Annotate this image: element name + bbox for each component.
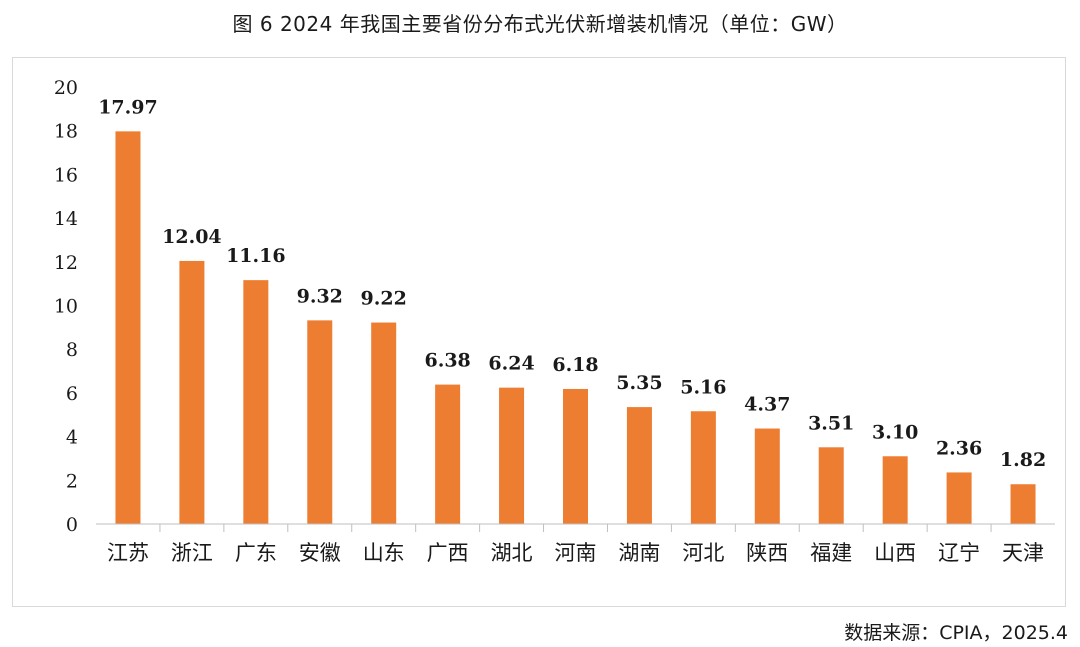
bar	[882, 456, 908, 524]
bar	[1010, 484, 1036, 524]
bar	[243, 280, 269, 524]
bar-value-label: 5.35	[616, 372, 662, 394]
bar	[626, 407, 652, 524]
bar	[818, 447, 844, 524]
bar-value-label: 4.37	[744, 394, 790, 416]
bar-value-label: 17.97	[98, 96, 158, 118]
x-tick-label: 广西	[427, 541, 469, 565]
x-tick-label: 江苏	[107, 541, 149, 565]
bar	[371, 322, 397, 524]
y-tick-label: 2	[66, 470, 78, 492]
x-tick-label: 河北	[682, 541, 724, 565]
chart-frame	[12, 57, 1066, 607]
bar	[435, 384, 461, 524]
bar	[563, 388, 588, 524]
bar-value-label: 12.04	[162, 226, 222, 248]
y-tick-label: 10	[54, 296, 78, 318]
y-tick-label: 0	[66, 514, 78, 536]
bar	[115, 131, 141, 524]
y-tick-label: 4	[66, 427, 78, 449]
y-tick-label: 16	[54, 164, 78, 186]
x-tick-label: 浙江	[171, 541, 213, 565]
x-tick-label: 福建	[810, 541, 852, 565]
bars	[115, 131, 1036, 524]
x-tick-label: 广东	[235, 541, 277, 565]
x-tick-label: 山西	[874, 541, 916, 565]
source-note: 数据来源：CPIA，2025.4	[844, 622, 1068, 644]
bar-value-label: 6.24	[488, 353, 534, 375]
bar-value-label: 2.36	[936, 437, 982, 459]
chart-title: 图 6 2024 年我国主要省份分布式光伏新增装机情况（单位：GW）	[232, 12, 848, 36]
bar	[754, 428, 780, 524]
y-tick-label: 6	[66, 383, 78, 405]
bar	[946, 472, 972, 524]
bar-value-label: 11.16	[226, 245, 286, 267]
x-tick-label: 河南	[555, 541, 597, 565]
bar-value-label: 3.10	[872, 421, 918, 443]
bar	[499, 387, 525, 524]
bar	[690, 411, 716, 524]
bar	[179, 260, 205, 524]
bar-value-label: 9.32	[297, 285, 343, 307]
x-tick-label: 湖北	[491, 541, 533, 565]
y-tick-label: 18	[54, 121, 78, 143]
y-tick-label: 14	[54, 208, 78, 230]
bar-value-label: 6.38	[424, 350, 470, 372]
bar-value-label: 5.16	[680, 376, 726, 398]
x-tick-label: 湖南	[618, 541, 660, 565]
bar-value-label: 9.22	[361, 288, 407, 310]
bar	[307, 320, 333, 524]
bar-value-label: 6.18	[552, 354, 598, 376]
x-tick-label: 山东	[363, 541, 405, 565]
y-tick-label: 12	[54, 252, 78, 274]
x-tick-label: 辽宁	[938, 541, 980, 565]
x-tick-label: 天津	[1002, 541, 1044, 565]
y-tick-label: 20	[54, 77, 78, 99]
x-axis-ticks: 江苏 浙江 广东 安徽 山东 广西 湖北 河南 湖南 河北 陕西 福建 山西 辽宁 天津	[107, 524, 1044, 565]
x-tick-label: 安徽	[299, 541, 341, 565]
x-tick-label: 陕西	[746, 541, 788, 565]
y-axis-ticks: 0 2 4 6 8 10 12 14 16 18 20	[54, 77, 78, 536]
y-tick-label: 8	[66, 339, 78, 361]
bar-value-label: 1.82	[1000, 449, 1046, 471]
bar-value-label: 3.51	[808, 412, 854, 434]
